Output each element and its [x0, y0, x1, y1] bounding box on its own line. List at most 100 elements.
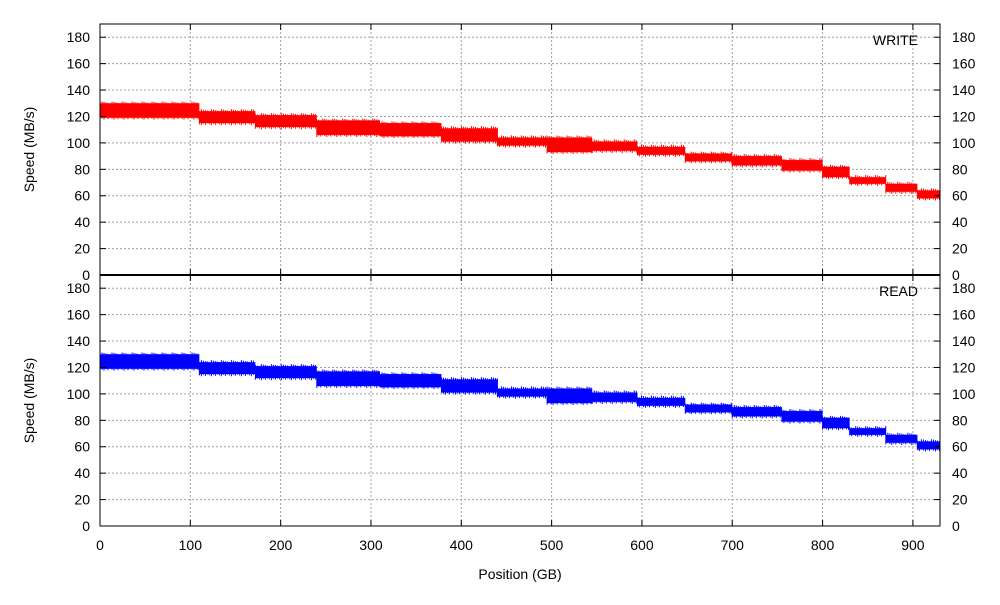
write-band-noise-14 [849, 175, 887, 186]
read-ytick-label-left-180: 180 [67, 280, 91, 296]
write-ytick-label-left-100: 100 [67, 135, 91, 151]
read-ytick-label-left-40: 40 [74, 465, 90, 481]
read-ytick-label-left-20: 20 [74, 492, 90, 508]
read-ytick-label-right-140: 140 [952, 333, 976, 349]
write-ytick-label-right-180: 180 [952, 29, 976, 45]
read-band-noise-1 [198, 360, 254, 377]
read-xtick-label-900: 900 [901, 537, 925, 553]
write-ytick-label-right-40: 40 [952, 214, 968, 230]
write-band-2 [255, 115, 317, 128]
write-band-noise-9 [636, 144, 684, 157]
read-band-noise-13 [822, 415, 850, 431]
read-series-label: READ [879, 283, 918, 299]
read-ytick-label-left-140: 140 [67, 333, 91, 349]
read-plot-frame [99, 274, 941, 527]
read-ytick-label-right-0: 0 [952, 518, 960, 534]
write-ytick-label-right-100: 100 [952, 135, 976, 151]
read-band-noise-3 [316, 369, 380, 389]
write-band-noise-5 [440, 126, 498, 144]
read-band-noise-4 [379, 372, 441, 390]
read-ylabel: Speed (MB/s) [21, 358, 37, 444]
write-ytick-label-right-80: 80 [952, 161, 968, 177]
read-band-noise-7 [546, 386, 592, 405]
write-band-noise-2 [254, 113, 316, 130]
read-xtick-label-0: 0 [96, 537, 104, 553]
read-ytick-label-left-60: 60 [74, 439, 90, 455]
read-ytick-label-left-100: 100 [67, 386, 91, 402]
x-axis-title: Position (GB) [478, 566, 561, 582]
write-band-noise-4 [379, 121, 441, 139]
read-band-noise-16 [916, 439, 940, 452]
read-ytick-label-left-0: 0 [82, 518, 90, 534]
read-xtick-label-400: 400 [450, 537, 474, 553]
write-band-10 [685, 153, 733, 162]
read-band-noise-12 [781, 409, 823, 424]
read-band-noise-15 [885, 432, 917, 445]
read-band-noise-8 [591, 390, 637, 404]
read-xtick-label-200: 200 [269, 537, 293, 553]
read-band-16 [917, 441, 940, 450]
write-ytick-label-right-120: 120 [952, 108, 976, 124]
write-ytick-label-right-60: 60 [952, 188, 968, 204]
read-xtick-label-300: 300 [359, 537, 383, 553]
read-xtick-label-700: 700 [721, 537, 745, 553]
write-ytick-label-right-20: 20 [952, 241, 968, 257]
read-band-noise-6 [496, 386, 546, 399]
write-band-noise-8 [591, 139, 637, 153]
read-band-noise-14 [849, 426, 887, 437]
read-ytick-label-right-40: 40 [952, 465, 968, 481]
write-ytick-label-right-0: 0 [952, 267, 960, 283]
write-ytick-label-left-160: 160 [67, 56, 91, 72]
write-band-16 [917, 190, 940, 199]
read-band-8 [592, 392, 638, 402]
read-xtick-label-500: 500 [540, 537, 564, 553]
read-ytick-label-right-180: 180 [952, 280, 976, 296]
write-series-label: WRITE [873, 32, 918, 48]
read-band-noise-5 [440, 377, 498, 395]
read-ytick-label-left-120: 120 [67, 359, 91, 375]
read-band-6 [497, 388, 548, 397]
write-ytick-label-right-160: 160 [952, 56, 976, 72]
write-ytick-label-right-140: 140 [952, 82, 976, 98]
read-ytick-label-right-20: 20 [952, 492, 968, 508]
read-xtick-label-600: 600 [630, 537, 654, 553]
read-xtick-label-100: 100 [179, 537, 203, 553]
write-ylabel: Speed (MB/s) [21, 107, 37, 193]
write-ytick-label-left-80: 80 [74, 161, 90, 177]
write-band-noise-15 [885, 181, 917, 194]
read-band-noise-11 [731, 404, 781, 419]
write-band-noise-11 [731, 153, 781, 168]
write-ytick-label-left-0: 0 [82, 267, 90, 283]
write-ytick-label-left-60: 60 [74, 188, 90, 204]
read-xtick-label-800: 800 [811, 537, 835, 553]
write-band-noise-3 [316, 118, 380, 138]
read-ytick-label-right-120: 120 [952, 359, 976, 375]
write-plot-frame [99, 23, 941, 276]
write-band-11 [732, 156, 782, 166]
read-ytick-label-right-100: 100 [952, 386, 976, 402]
write-band-noise-12 [781, 158, 823, 173]
read-ytick-label-left-160: 160 [67, 307, 91, 323]
write-ytick-label-left-180: 180 [67, 29, 91, 45]
write-band-noise-1 [198, 109, 254, 126]
read-band-noise-2 [254, 364, 316, 381]
write-ytick-label-left-20: 20 [74, 241, 90, 257]
read-band-noise-9 [636, 395, 684, 408]
read-ytick-label-left-80: 80 [74, 412, 90, 428]
read-band-2 [255, 366, 317, 379]
read-ytick-label-right-160: 160 [952, 307, 976, 323]
write-band-noise-16 [916, 188, 940, 201]
write-ytick-label-left-140: 140 [67, 82, 91, 98]
write-band-noise-13 [822, 164, 850, 180]
write-band-6 [497, 137, 548, 146]
read-band-11 [732, 407, 782, 417]
write-band-noise-6 [496, 135, 546, 148]
write-ytick-label-left-40: 40 [74, 214, 90, 230]
write-ytick-label-left-120: 120 [67, 108, 91, 124]
write-band-8 [592, 141, 638, 151]
read-ytick-label-right-60: 60 [952, 439, 968, 455]
write-band-noise-7 [546, 135, 592, 154]
read-band-10 [685, 404, 733, 413]
